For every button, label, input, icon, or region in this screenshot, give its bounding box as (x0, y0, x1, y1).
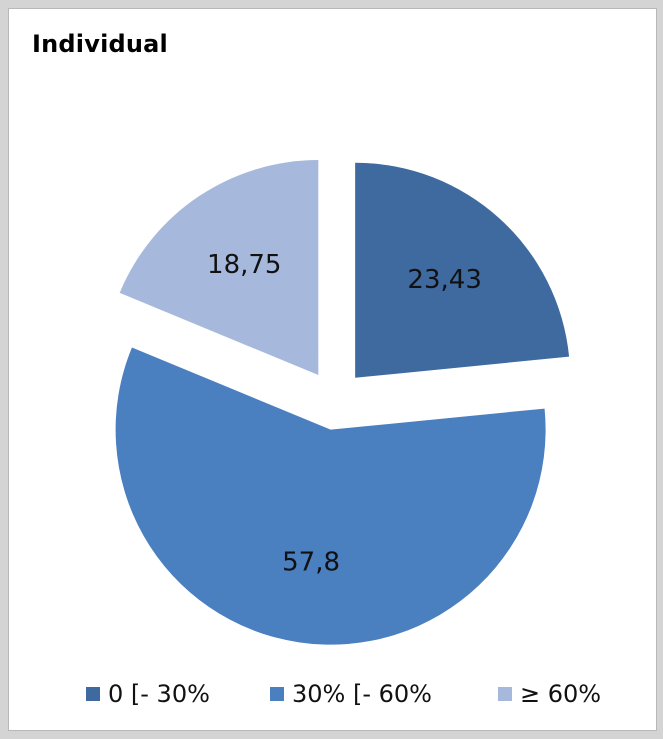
legend-label-0: 0 [- 30% (108, 680, 210, 708)
slice-value-label-0: 23,43 (407, 265, 481, 295)
legend-swatch-2 (498, 687, 512, 701)
legend-label-1: 30% [- 60% (292, 680, 432, 708)
pie-slice-0 (355, 162, 570, 378)
legend-item-0: 0 [- 30% (86, 680, 210, 708)
pie-slice-1 (115, 347, 546, 645)
legend-swatch-0 (86, 687, 100, 701)
legend-item-2: ≥ 60% (498, 680, 601, 708)
slice-value-label-1: 57,8 (282, 548, 340, 578)
chart-title: Individual (32, 30, 168, 58)
pie-slice-2 (119, 160, 319, 376)
legend-label-2: ≥ 60% (520, 680, 602, 708)
legend-item-1: 30% [- 60% (270, 680, 432, 708)
legend-swatch-1 (270, 687, 284, 701)
slice-value-label-2: 18,75 (207, 250, 281, 280)
legend: 0 [- 30% 30% [- 60% ≥ 60% (0, 680, 663, 720)
